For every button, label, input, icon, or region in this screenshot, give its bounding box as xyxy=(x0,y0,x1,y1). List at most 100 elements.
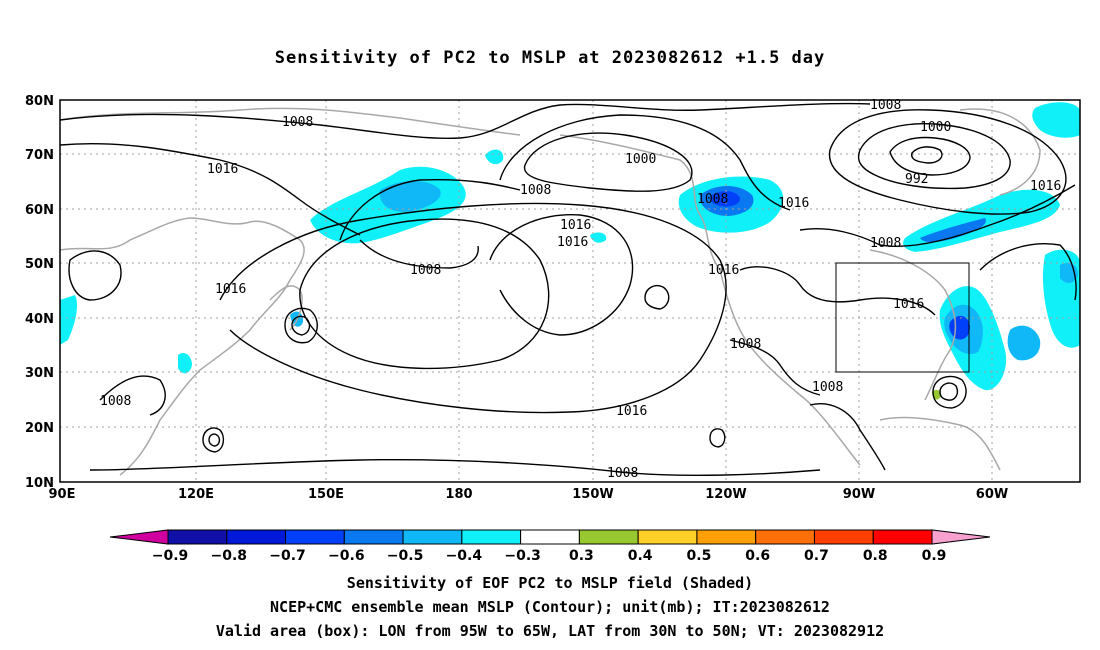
contour-label: 1016 xyxy=(778,196,809,211)
lat-label: 40N xyxy=(25,312,54,327)
colorbar-label: 0.7 xyxy=(804,548,829,564)
lon-label: 90W xyxy=(843,487,875,502)
colorbar-box xyxy=(578,529,639,545)
colorbar-box xyxy=(285,529,345,545)
contour-1000-alaska-low xyxy=(523,132,693,192)
shade-blob-atlantic-mid xyxy=(1007,325,1041,361)
colorbar: −0.9 −0.8 −0.7 −0.6 −0.5 −0.4 −0.3 0.3 0.4 0.5 0.6… xyxy=(109,529,991,564)
contour-1016-outer xyxy=(219,202,727,414)
shading-layer xyxy=(60,102,1080,400)
map-title: Sensitivity of PC2 to MSLP at 2023082612… xyxy=(274,48,826,68)
coast-greenland xyxy=(959,108,1041,196)
contour-label: 1016 xyxy=(616,404,647,419)
contour-label: 1016 xyxy=(893,297,924,312)
colorbar-label: 0.3 xyxy=(569,548,594,564)
contour-layer xyxy=(59,102,1077,477)
shade-blob-west-edge xyxy=(60,295,78,345)
contour-1008-caribbean xyxy=(809,403,886,471)
coast-na-east xyxy=(869,249,957,401)
lat-label: 10N xyxy=(25,476,54,491)
contour-1008-mexico xyxy=(729,339,821,396)
lon-label: 90E xyxy=(49,487,76,502)
lon-label: 60W xyxy=(976,487,1008,502)
contour-label: 992 xyxy=(905,172,928,187)
caption-line-1: Sensitivity of EOF PC2 to MSLP field (Sh… xyxy=(346,574,754,592)
contour-1008-dip xyxy=(359,239,479,269)
colorbar-box xyxy=(461,529,522,545)
valid-area-box xyxy=(835,262,970,373)
colorbar-box xyxy=(813,529,874,545)
colorbar-label: −0.9 xyxy=(152,548,189,564)
contour-1008-north xyxy=(59,102,871,139)
colorbar-label: 0.4 xyxy=(628,548,653,564)
colorbar-box xyxy=(755,529,815,545)
colorbar-label: −0.3 xyxy=(504,548,541,564)
contour-1008-low-pacific xyxy=(339,178,521,241)
contour-label: 1008 xyxy=(870,236,901,251)
contour-hurricane-japan-outer xyxy=(284,307,318,344)
lat-label: 70N xyxy=(25,148,54,163)
shade-blob-taiwan xyxy=(178,353,192,374)
contour-label: 1008 xyxy=(100,394,131,409)
contour-1008-left xyxy=(99,375,166,416)
contour-label: 1008 xyxy=(607,466,638,481)
contour-1016-us xyxy=(739,266,936,316)
coast-na-west xyxy=(719,269,861,466)
shade-blob-gulf-alaska-inner xyxy=(710,191,740,207)
lat-label: 50N xyxy=(25,257,54,272)
contour-1008-alaska xyxy=(499,114,791,211)
contour-1016-atlantic-ridge xyxy=(979,243,1077,301)
colorbar-label: −0.4 xyxy=(446,548,483,564)
longitude-labels: 90E 120E 150E 180 150W 120W 90W 60W xyxy=(49,487,1009,502)
lon-label: 120E xyxy=(178,487,214,502)
colorbar-box xyxy=(637,529,698,545)
contour-label: 1008 xyxy=(730,337,761,352)
contour-1000-low xyxy=(857,123,1011,190)
contour-label: 1016 xyxy=(207,162,238,177)
shade-blob-labrador-core xyxy=(920,218,986,243)
lon-label: 120W xyxy=(705,487,746,502)
lat-label: 60N xyxy=(25,203,54,218)
colorbar-label: 0.9 xyxy=(922,548,947,564)
contour-labels: 1008 1016 1016 1008 1000 1008 1016 1016 … xyxy=(100,98,1061,481)
lon-label: 150E xyxy=(308,487,344,502)
coast-caribbean xyxy=(879,416,1001,471)
lon-label: 180 xyxy=(445,487,472,502)
caption-line-3: Valid area (box): LON from 95W to 65W, L… xyxy=(215,622,885,640)
colorbar-label: −0.7 xyxy=(269,548,306,564)
contour-label: 1016 xyxy=(560,218,591,233)
contour-label: 1008 xyxy=(410,263,441,278)
lon-label: 150W xyxy=(572,487,613,502)
contour-1008-subtropics xyxy=(89,458,821,477)
contour-label: 1016 xyxy=(557,235,588,250)
colorbar-label: 0.6 xyxy=(745,548,770,564)
contour-1016-high-inner xyxy=(489,213,634,336)
coast-siberia-north xyxy=(59,107,521,136)
colorbar-box xyxy=(167,529,228,545)
contour-992-low-outer xyxy=(828,109,1067,215)
colorbar-box xyxy=(343,529,404,545)
colorbar-label: −0.8 xyxy=(211,548,248,564)
shade-blob-pacific-north-core xyxy=(379,181,441,212)
shade-blob-small-1 xyxy=(485,149,504,165)
lat-label: 30N xyxy=(25,366,54,381)
contour-small-oval-2 xyxy=(709,428,726,448)
contour-left-loop xyxy=(68,250,122,301)
contour-label: 1000 xyxy=(625,152,656,167)
colorbar-box xyxy=(226,529,287,545)
colorbar-box xyxy=(872,529,933,545)
contour-inner-ring xyxy=(911,146,943,164)
colorbar-box xyxy=(520,529,580,545)
contour-small-oval-1 xyxy=(644,284,670,310)
contour-hurricane-inner xyxy=(939,382,959,401)
caption-line-2: NCEP+CMC ensemble mean MSLP (Contour); u… xyxy=(270,598,830,616)
lat-label: 80N xyxy=(25,94,54,109)
contour-label: 1000 xyxy=(920,120,951,135)
contour-label: 1008 xyxy=(520,183,551,198)
contour-label: 1008 xyxy=(812,380,843,395)
contour-label: 1016 xyxy=(215,282,246,297)
shade-blob-pacific-small xyxy=(590,232,607,243)
contour-1016-north xyxy=(59,143,361,236)
shade-blob-greenland xyxy=(1032,102,1080,138)
